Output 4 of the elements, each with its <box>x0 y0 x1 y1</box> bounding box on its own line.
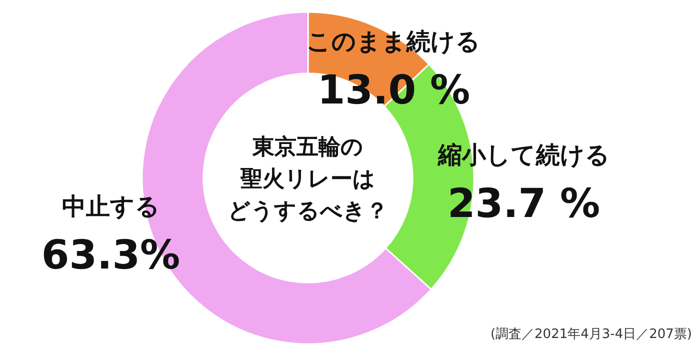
text: 東京五輪の聖火リレーはどうするべき？ <box>228 134 388 224</box>
text: (調査／2021年4月3-4日／207票) <box>490 327 692 342</box>
data-label: 63.3% <box>41 232 180 279</box>
slice-label: 中止する <box>62 192 160 221</box>
